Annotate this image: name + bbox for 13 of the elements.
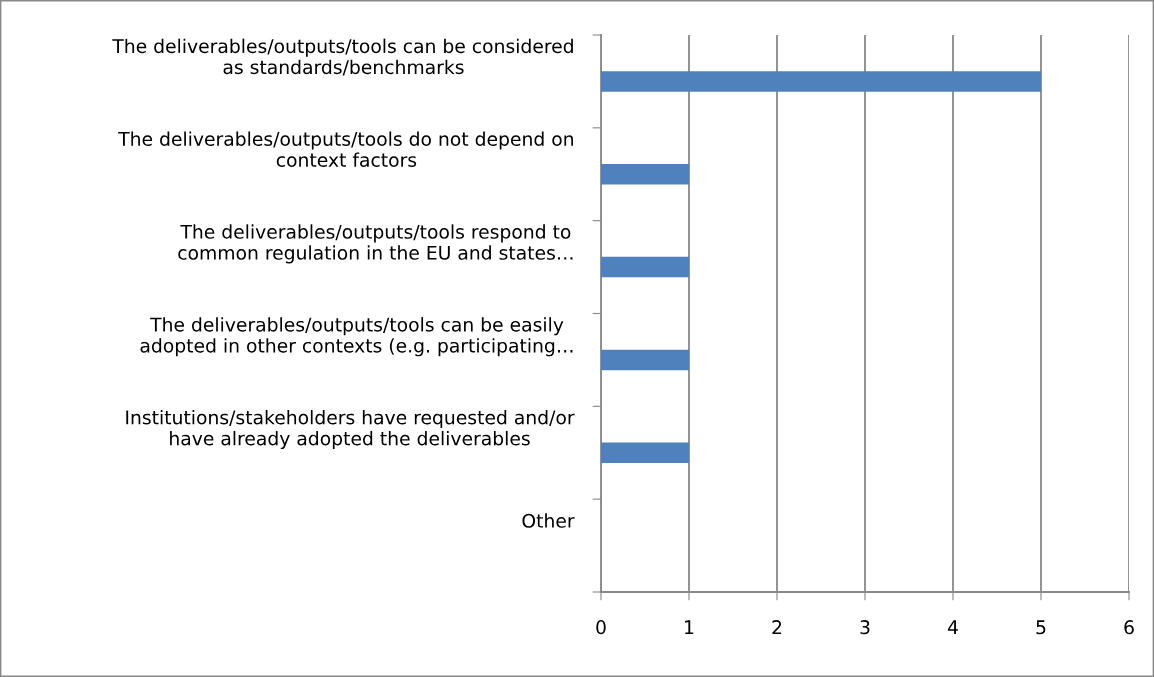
y-tick-label: Institutions/stakeholders have requested and/or have already adopted the deliverables — [126, 409, 575, 450]
y-tick-label: The deliverables/outputs/tools can be easily adopted in other contexts (e.g. participating… — [140, 317, 573, 357]
x-tick-label: 5 — [1036, 620, 1046, 635]
y-tick-label: The deliverables/outputs/tools can be considered as standards/benchmarks — [112, 38, 573, 76]
x-tick-label: 6 — [1124, 620, 1134, 635]
x-tick-label: 1 — [685, 620, 694, 635]
y-tick-label: The deliverables/outputs/tools do not depend on context factors — [118, 131, 573, 167]
y-tick-label: The deliverables/outputs/tools respond to common regulation in the EU and states… — [178, 224, 573, 264]
x-tick-label: 4 — [947, 620, 958, 635]
x-tick-label: 0 — [596, 620, 606, 635]
x-tick-label: 3 — [860, 620, 870, 635]
y-tick-label: Other — [522, 513, 575, 528]
x-tick-label: 2 — [772, 620, 782, 635]
